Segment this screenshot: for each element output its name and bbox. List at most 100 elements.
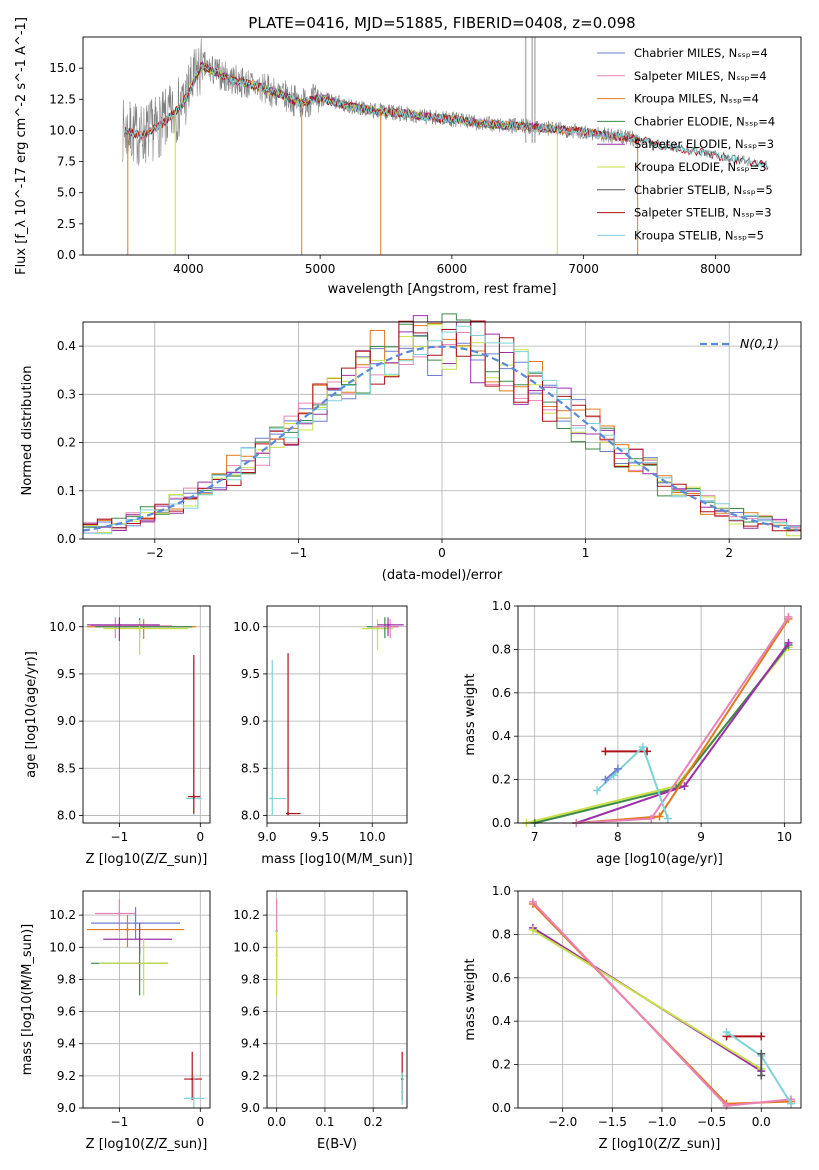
mass-weight-series-kroupa_elodie bbox=[532, 929, 762, 1070]
data-point bbox=[142, 962, 145, 965]
y-tick-label: 8.5 bbox=[57, 761, 76, 775]
mass-weight-series-salpeter_elodie bbox=[575, 642, 790, 824]
plus-marker bbox=[784, 612, 793, 621]
y-tick-label: 9.0 bbox=[241, 1101, 260, 1115]
y-tick-label: 0.2 bbox=[492, 1058, 511, 1072]
y-tick-label: 0.4 bbox=[492, 729, 511, 743]
y-tick-label: 10.0 bbox=[49, 620, 76, 634]
y-tick-label: 9.2 bbox=[57, 1069, 76, 1083]
y-tick-label: 0.0 bbox=[57, 532, 76, 546]
chart-massweight_vs_Z: −2.0 −1.5 −1.0 −0.5 0.0 0.0 0.2 0.4 0.6 0.8 1.0 Z [… bbox=[463, 884, 802, 1152]
y-tick-label: 9.8 bbox=[57, 972, 76, 986]
x-axis-label: wavelength [Angstrom, rest frame] bbox=[328, 282, 557, 297]
y-tick-label: 0.0 bbox=[492, 816, 511, 830]
model-line-chabrier_stelib bbox=[124, 63, 769, 169]
x-tick-label: 9 bbox=[697, 830, 705, 844]
y-tick-label: 8.0 bbox=[241, 808, 260, 822]
y-tick-label: 2.5 bbox=[57, 217, 76, 231]
y-axis-label: mass weight bbox=[463, 673, 478, 755]
y-tick-label: 0.4 bbox=[57, 339, 76, 353]
y-tick-label: 0.6 bbox=[492, 971, 511, 985]
x-axis-label: age [log10(age/yr)] bbox=[596, 852, 723, 867]
x-axis-label: Z [log10(Z/Z_sun)] bbox=[599, 1137, 721, 1152]
x-tick-label: 0.1 bbox=[315, 1115, 334, 1129]
legend-entry: Kroupa STELIB, Nₛₛₚ=5 bbox=[634, 228, 764, 242]
x-tick-label: 0.0 bbox=[267, 1115, 286, 1129]
x-tick-label: 4000 bbox=[173, 262, 204, 276]
x-tick-label: 0.0 bbox=[752, 1115, 771, 1129]
axes-frame bbox=[517, 890, 802, 1109]
y-tick-label: 9.8 bbox=[241, 972, 260, 986]
chart-massweight_vs_age: 7 8 9 10 0.0 0.2 0.4 0.6 0.8 1.0 age [log10(age/yr… bbox=[463, 599, 802, 867]
plus-marker bbox=[528, 897, 537, 906]
data-point bbox=[275, 954, 278, 957]
x-tick-label: 2 bbox=[725, 546, 733, 560]
plus-marker bbox=[784, 638, 793, 647]
x-tick-label: 8 bbox=[614, 830, 622, 844]
plus-marker bbox=[647, 814, 656, 823]
x-tick-label: 9.5 bbox=[310, 830, 329, 844]
x-tick-label: −1.5 bbox=[598, 1115, 627, 1129]
y-tick-label: 0.6 bbox=[492, 686, 511, 700]
y-axis-label: mass [log10(M/M_sun)] bbox=[20, 924, 35, 1076]
data-point bbox=[192, 1097, 196, 1100]
y-tick-label: 1.0 bbox=[492, 599, 511, 613]
x-tick-label: −1.0 bbox=[647, 1115, 676, 1129]
data-point bbox=[118, 912, 121, 915]
plus-marker bbox=[680, 782, 689, 791]
plus-marker bbox=[601, 775, 610, 784]
plot-area bbox=[82, 313, 801, 537]
x-tick-label: 7000 bbox=[568, 262, 599, 276]
x-tick-label: −0.5 bbox=[697, 1115, 726, 1129]
y-tick-label: 8.5 bbox=[241, 761, 260, 775]
legend-entry: Chabrier STELIB, Nₛₛₚ=5 bbox=[634, 183, 773, 197]
data-point bbox=[138, 938, 141, 941]
data-point bbox=[388, 625, 392, 628]
chart-age_vs_mass: 9.0 9.5 10.0 8.0 8.5 9.0 9.5 10.0 mass [log10(M/… bbox=[233, 605, 413, 867]
data-point bbox=[126, 928, 129, 931]
y-tick-label: 9.2 bbox=[241, 1069, 260, 1083]
y-tick-label: 7.5 bbox=[57, 155, 76, 169]
legend-entry: Chabrier MILES, Nₛₛₚ=4 bbox=[634, 46, 768, 60]
chart-panels: 4000 5000 6000 7000 80000.02.55.07.510.012.5… bbox=[14, 17, 802, 1152]
plot-area bbox=[87, 617, 202, 816]
x-tick-label: 0 bbox=[196, 1115, 204, 1129]
normal-curve bbox=[82, 345, 799, 532]
axes-frame bbox=[82, 36, 802, 256]
x-tick-label: 5000 bbox=[305, 262, 336, 276]
axes-frame bbox=[82, 605, 211, 824]
y-tick-label: 10.0 bbox=[49, 123, 76, 137]
plus-marker bbox=[757, 1032, 766, 1041]
legend-entry: N(0,1) bbox=[740, 336, 779, 351]
y-tick-label: 9.0 bbox=[57, 714, 76, 728]
x-tick-label: −2.0 bbox=[548, 1115, 577, 1129]
axes-frame bbox=[266, 605, 408, 824]
legend-entry: Salpeter ELODIE, Nₛₛₚ=3 bbox=[634, 137, 774, 151]
mass-weight-series-salpeter_miles bbox=[576, 616, 790, 824]
y-tick-label: 0.2 bbox=[57, 436, 76, 450]
axes-frame bbox=[517, 605, 802, 824]
data-point bbox=[138, 627, 141, 630]
axes-frame bbox=[266, 890, 408, 1109]
plot-area bbox=[122, 37, 769, 255]
chart-mass_vs_ebv: 0.0 0.1 0.2 9.0 9.2 9.4 9.6 9.8 10.0 10.2 E(B-V) bbox=[233, 890, 408, 1152]
x-tick-label: −1 bbox=[111, 1115, 129, 1129]
x-tick-label: 8000 bbox=[700, 262, 731, 276]
x-axis-label: Z [log10(Z/Z_sun)] bbox=[86, 1137, 208, 1152]
x-axis-label: (data-model)/error bbox=[382, 568, 503, 583]
y-axis-label: Normed distribution bbox=[20, 366, 35, 496]
y-tick-label: 9.4 bbox=[57, 1037, 76, 1051]
x-tick-label: 1 bbox=[582, 546, 590, 560]
data-point bbox=[134, 921, 137, 925]
mass-weight-series-kroupa_stelib bbox=[596, 745, 669, 820]
y-tick-label: 0.4 bbox=[492, 1014, 511, 1028]
y-tick-label: 0.8 bbox=[492, 927, 511, 941]
x-tick-label: 10.0 bbox=[359, 830, 386, 844]
y-tick-label: 9.6 bbox=[57, 1005, 76, 1019]
y-tick-label: 10.0 bbox=[233, 940, 260, 954]
plot-area bbox=[528, 897, 796, 1110]
y-tick-label: 5.0 bbox=[57, 186, 76, 200]
y-tick-label: 9.5 bbox=[241, 667, 260, 681]
plus-marker bbox=[663, 814, 672, 823]
